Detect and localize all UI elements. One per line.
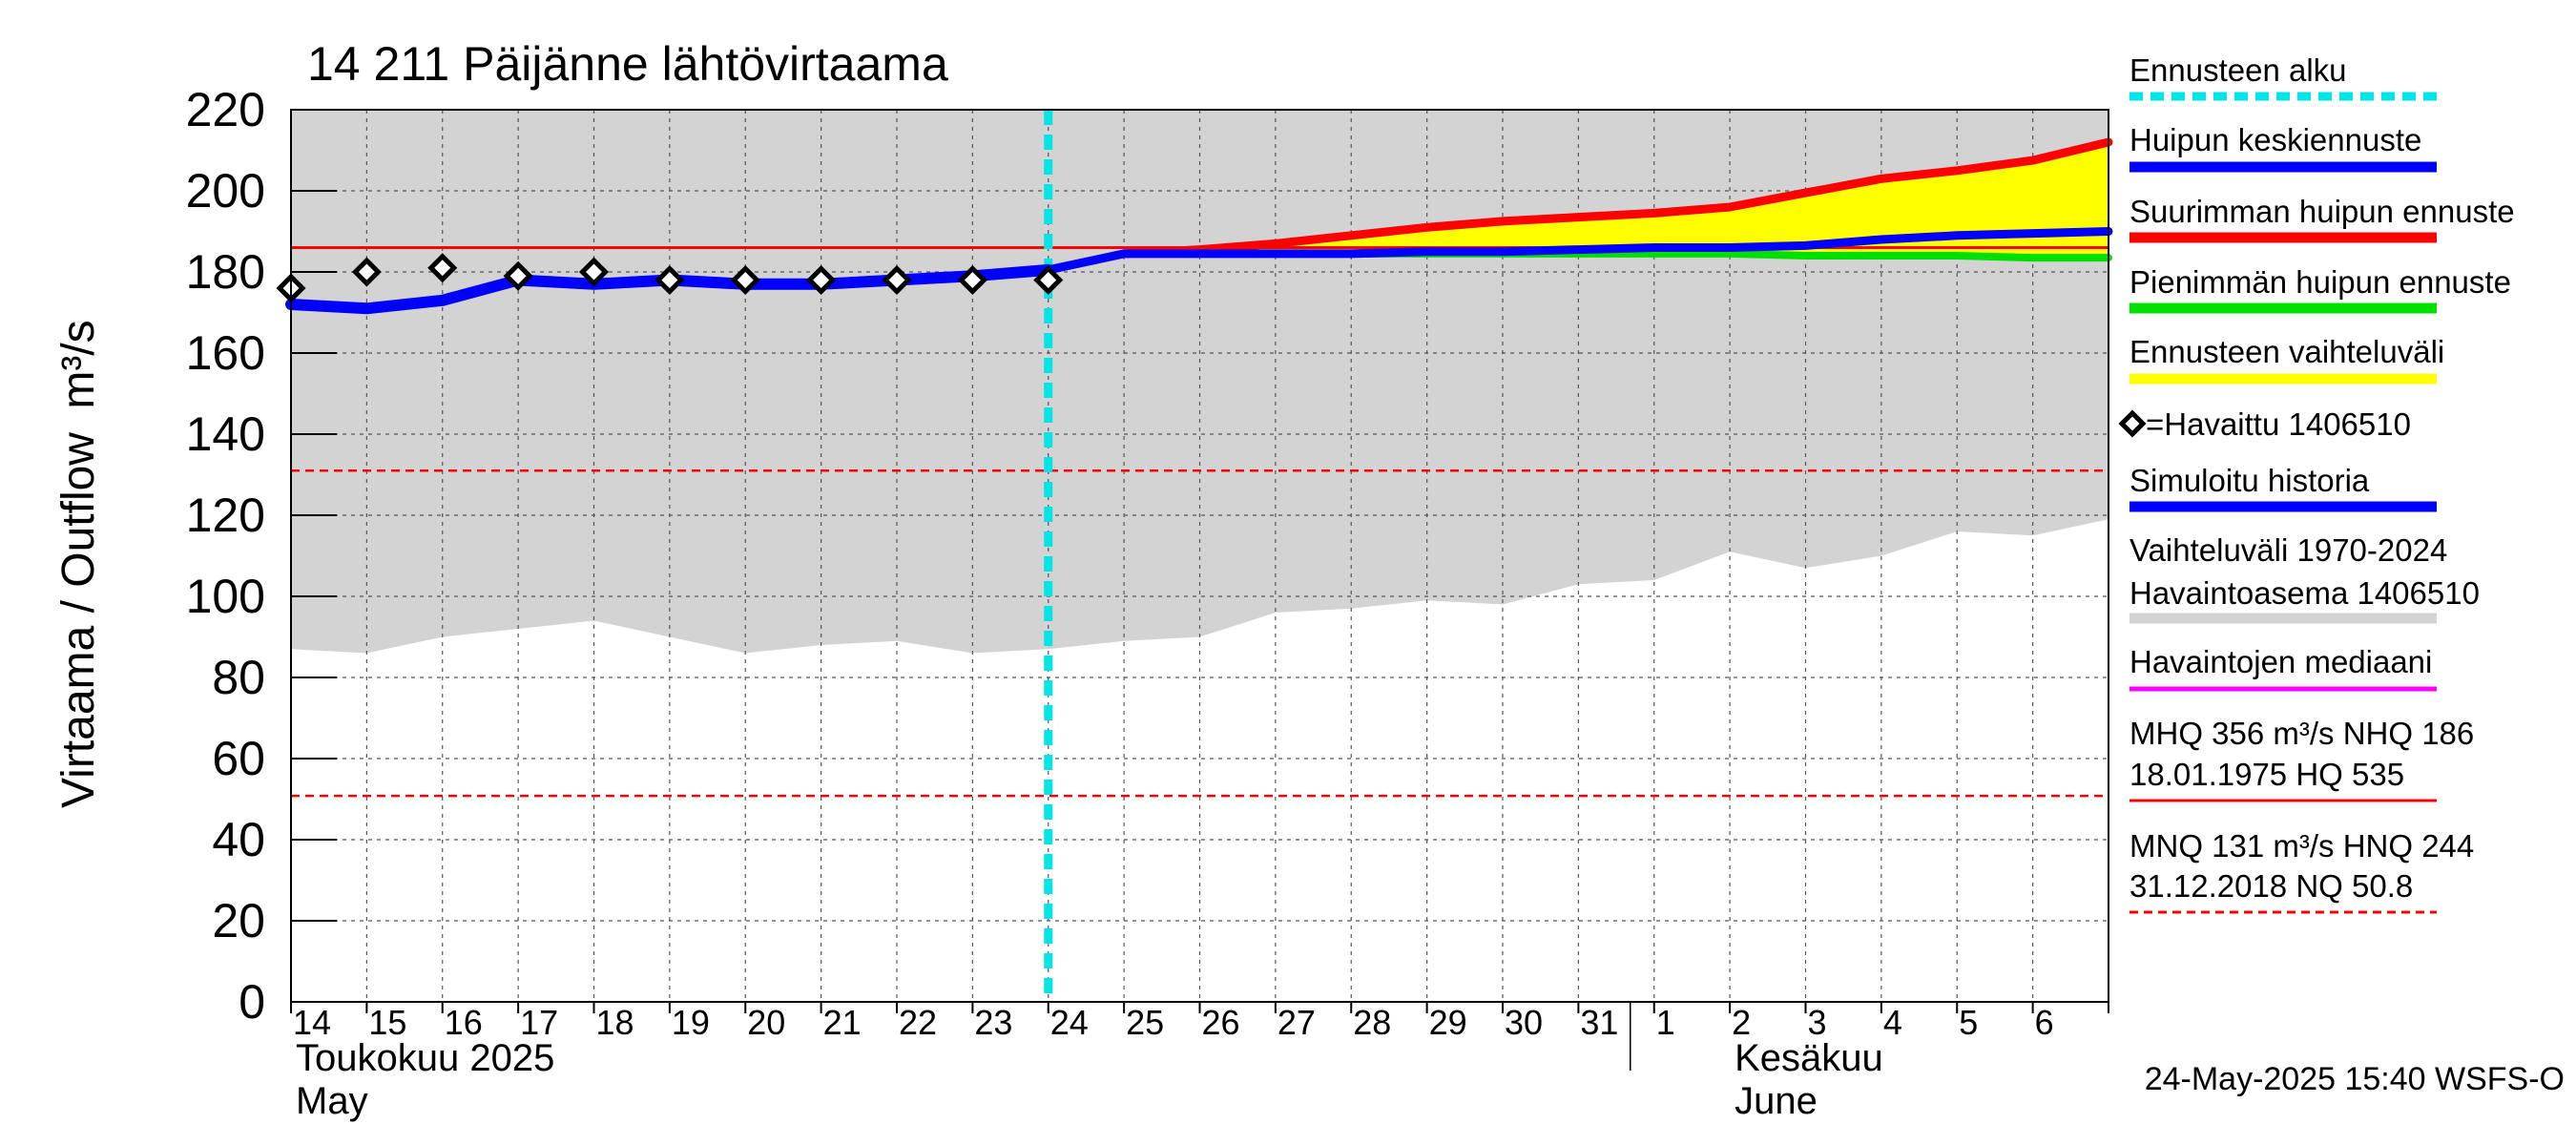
- observed-point: [578, 257, 610, 287]
- y-tick-label: 160: [186, 326, 265, 380]
- observed-point: [806, 264, 837, 296]
- x-tick-label: 19: [672, 1003, 710, 1042]
- legend-label-observed: =Havaittu 1406510: [2146, 406, 2411, 442]
- month-label: Kesäkuu: [1735, 1037, 1883, 1079]
- y-axis-label: Virtaama / Outflow: [53, 432, 104, 808]
- x-tick-label: 22: [899, 1003, 937, 1042]
- observed-point: [351, 257, 382, 287]
- y-tick-label: 100: [186, 570, 265, 623]
- legend-label-forecast-range: Ennusteen vaihteluväli: [2129, 334, 2444, 369]
- observed-point: [882, 264, 912, 296]
- x-tick-label: 5: [1959, 1003, 1978, 1042]
- observed-point: [957, 264, 987, 296]
- legend-label-history-range: Vaihteluväli 1970-2024: [2129, 532, 2447, 568]
- x-tick-label: 28: [1353, 1003, 1391, 1042]
- forecast-range-band: [1048, 142, 2109, 270]
- x-tick-label: 16: [445, 1003, 483, 1042]
- y-tick-label: 200: [186, 164, 265, 218]
- x-tick-label: 3: [1808, 1003, 1827, 1042]
- max-peak-forecast-line: [1044, 137, 2113, 275]
- x-tick-label: 29: [1429, 1003, 1467, 1042]
- x-tick-label: 4: [1883, 1003, 1902, 1042]
- y-tick-label: 0: [239, 975, 265, 1029]
- x-tick-label: 23: [974, 1003, 1012, 1042]
- plot-area: [276, 110, 2113, 1002]
- y-axis-unit: m³/s: [53, 320, 104, 408]
- legend: Ennusteen alku Huipun keskiennuste Suurimm…: [2118, 52, 2515, 914]
- x-tick-label: 26: [1202, 1003, 1240, 1042]
- observed-point: [503, 260, 533, 291]
- timestamp: 24-May-2025 15:40 WSFS-O: [2145, 1061, 2565, 1097]
- legend-label-mnq: MNQ 131 m³/s HNQ 244: [2129, 828, 2474, 864]
- observed-point: [1033, 264, 1064, 296]
- legend-label-forecast-start: Ennusteen alku: [2129, 52, 2347, 88]
- month-label-en: June: [1735, 1080, 1818, 1122]
- x-tick-label: 17: [520, 1003, 558, 1042]
- y-tick-label: 60: [212, 732, 265, 785]
- legend-label-max-peak: Suurimman huipun ennuste: [2129, 194, 2515, 229]
- y-tick-label: 120: [186, 489, 265, 542]
- observed-point: [654, 264, 685, 296]
- x-tick-label: 21: [823, 1003, 862, 1042]
- legend-label-hq: 18.01.1975 HQ 535: [2129, 757, 2404, 792]
- y-tick-label: 180: [186, 245, 265, 299]
- x-tick-label: 31: [1580, 1003, 1618, 1042]
- observed-point: [427, 253, 458, 283]
- legend-label-mhq: MHQ 356 m³/s NHQ 186: [2129, 716, 2474, 751]
- legend-label-simulated: Simuloitu historia: [2129, 463, 2370, 498]
- y-tick-label: 80: [212, 651, 265, 704]
- y-tick-label: 220: [186, 83, 265, 136]
- legend-label-nq: 31.12.2018 NQ 50.8: [2129, 868, 2413, 904]
- month-label: Toukokuu 2025: [296, 1037, 554, 1079]
- x-tick-label: 20: [747, 1003, 785, 1042]
- x-tick-label: 27: [1278, 1003, 1316, 1042]
- x-tick-label: 14: [293, 1003, 331, 1042]
- x-tick-label: 25: [1126, 1003, 1164, 1042]
- x-tick-label: 2: [1732, 1003, 1751, 1042]
- x-tick-label: 1: [1656, 1003, 1675, 1042]
- x-tick-label: 18: [596, 1003, 634, 1042]
- y-tick-label: 20: [212, 894, 265, 947]
- chart-title: 14 211 Päijänne lähtövirtaama: [307, 37, 948, 91]
- x-tick-label: 6: [2035, 1003, 2054, 1042]
- legend-marker-observed: [2118, 409, 2147, 438]
- legend-label-min-peak: Pienimmän huipun ennuste: [2129, 264, 2511, 300]
- legend-label-history-station: Havaintoasema 1406510: [2129, 575, 2480, 611]
- month-label-en: May: [296, 1080, 368, 1122]
- x-tick-label: 24: [1050, 1003, 1089, 1042]
- y-tick-label: 40: [212, 813, 265, 866]
- x-tick-label: 30: [1505, 1003, 1543, 1042]
- legend-label-mean-peak: Huipun keskiennuste: [2129, 122, 2421, 157]
- observed-point: [730, 264, 760, 296]
- legend-label-median: Havaintojen mediaani: [2129, 644, 2432, 679]
- x-tick-label: 15: [368, 1003, 406, 1042]
- y-tick-label: 140: [186, 407, 265, 461]
- mean-peak-forecast-line: [1044, 227, 2113, 275]
